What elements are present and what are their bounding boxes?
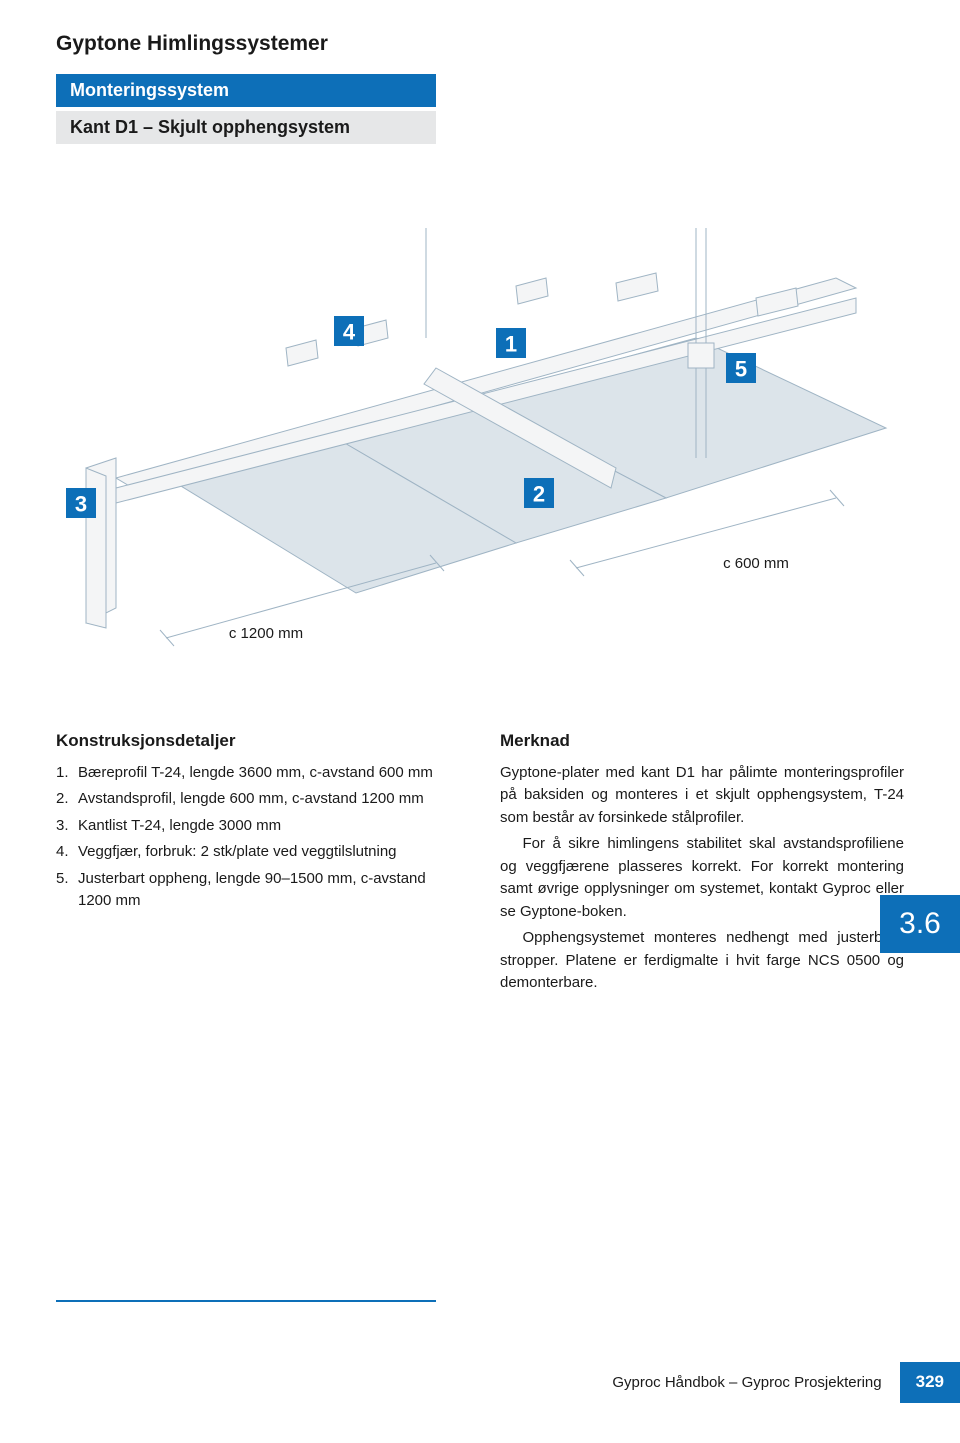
- callout-4: 4: [334, 316, 364, 346]
- footer-line: Gyproc Håndbok – Gyproc Prosjektering 32…: [56, 1362, 960, 1403]
- dimension-right: c 600 mm: [723, 555, 789, 572]
- callout-2: 2: [524, 478, 554, 508]
- list-item: 5.Justerbart oppheng, lengde 90–1500 mm,…: [56, 868, 460, 913]
- list-item: 1.Bæreprofil T-24, lengde 3600 mm, c-avs…: [56, 762, 460, 785]
- svg-text:2: 2: [533, 482, 545, 507]
- svg-text:3: 3: [75, 492, 87, 517]
- left-column: Konstruksjonsdetaljer 1.Bæreprofil T-24,…: [56, 728, 460, 999]
- callout-1: 1: [496, 328, 526, 358]
- svg-text:1: 1: [505, 332, 517, 357]
- footer-text: Gyproc Håndbok – Gyproc Prosjektering: [594, 1362, 899, 1403]
- merknad-p1: Gyptone-plater med kant D1 har pålimte m…: [500, 762, 904, 830]
- list-item: 2.Avstandsprofil, lengde 600 mm, c-avsta…: [56, 788, 460, 811]
- section-tab: 3.6: [880, 895, 960, 953]
- construction-list: 1.Bæreprofil T-24, lengde 3600 mm, c-avs…: [56, 762, 460, 913]
- page: Gyptone Himlingssystemer Monteringssyste…: [0, 0, 960, 1443]
- text-columns: Konstruksjonsdetaljer 1.Bæreprofil T-24,…: [56, 728, 904, 999]
- grey-subheading-bar: Kant D1 – Skjult opphengsystem: [56, 111, 436, 144]
- page-number: 329: [900, 1362, 960, 1403]
- merknad-p3: Opphengsystemet monteres nedhengt med ju…: [500, 927, 904, 995]
- page-footer: Gyproc Håndbok – Gyproc Prosjektering 32…: [56, 1300, 960, 1403]
- right-column: Merknad Gyptone-plater med kant D1 har p…: [500, 728, 904, 999]
- svg-text:5: 5: [735, 357, 747, 382]
- blue-heading-bar: Monteringssystem: [56, 74, 436, 107]
- footer-rule: [56, 1300, 436, 1302]
- left-heading: Konstruksjonsdetaljer: [56, 728, 460, 754]
- right-heading: Merknad: [500, 728, 904, 754]
- list-item: 4.Veggfjær, forbruk: 2 stk/plate ved veg…: [56, 841, 460, 864]
- callout-3: 3: [66, 488, 96, 518]
- doc-title: Gyptone Himlingssystemer: [56, 32, 904, 56]
- ceiling-assembly-diagram: c 1200 mm c 600 mm 4 1 5 3 2: [56, 168, 904, 688]
- svg-text:4: 4: [343, 320, 356, 345]
- callout-5: 5: [726, 353, 756, 383]
- dimension-left: c 1200 mm: [229, 625, 303, 642]
- list-item: 3.Kantlist T-24, lengde 3000 mm: [56, 815, 460, 838]
- merknad-p2: For å sikre himlingens stabilitet skal a…: [500, 833, 904, 923]
